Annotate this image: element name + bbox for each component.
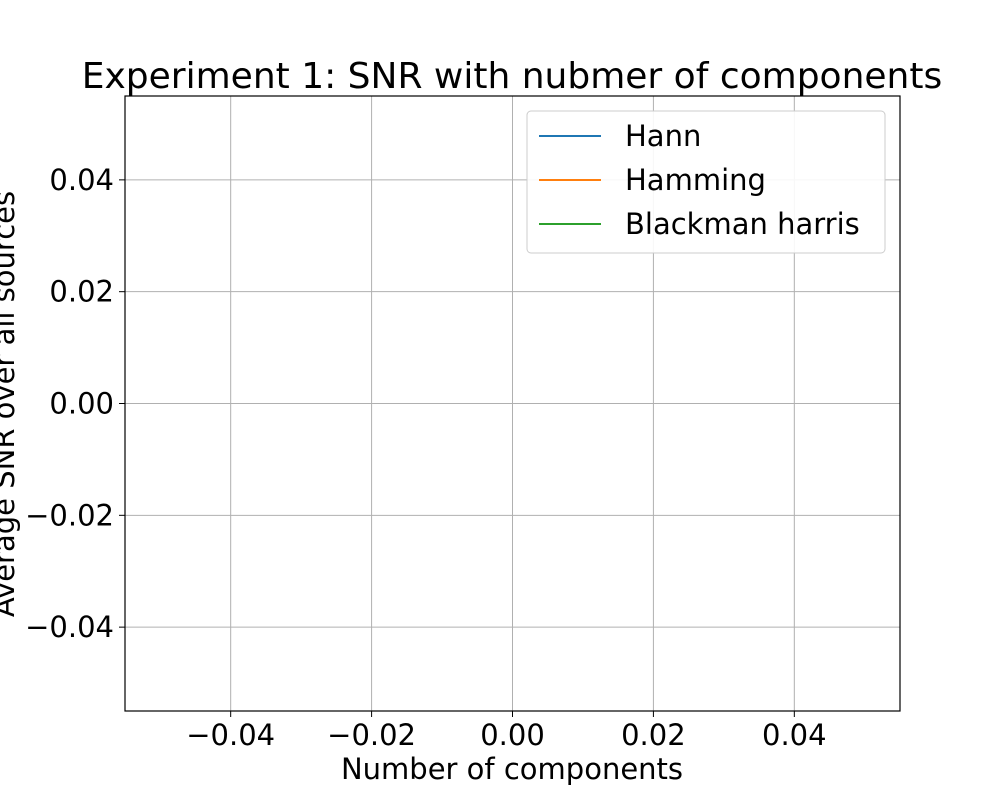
x-tick-label: 0.04 bbox=[762, 718, 827, 752]
legend-box bbox=[526, 110, 886, 254]
x-tick-label: −0.02 bbox=[327, 718, 416, 752]
y-tick-label: 0.04 bbox=[49, 163, 114, 197]
y-ticks: −0.04 −0.02 0.00 0.02 0.04 bbox=[25, 163, 125, 644]
x-tick-label: 0.00 bbox=[480, 718, 545, 752]
legend: Hann Hamming Blackman harris bbox=[526, 110, 886, 254]
y-tick-label: 0.00 bbox=[49, 387, 114, 421]
y-axis-label: Average SNR over all sources bbox=[0, 191, 21, 617]
x-ticks: −0.04 −0.02 0.00 0.02 0.04 bbox=[186, 711, 827, 752]
legend-label: Hann bbox=[625, 119, 701, 153]
x-tick-label: 0.02 bbox=[621, 718, 686, 752]
y-tick-label: −0.02 bbox=[25, 498, 114, 532]
x-tick-label: −0.04 bbox=[186, 718, 275, 752]
legend-label: Hamming bbox=[625, 163, 766, 197]
y-tick-label: 0.02 bbox=[49, 275, 114, 309]
x-axis-label: Number of components bbox=[341, 752, 683, 786]
legend-label: Blackman harris bbox=[625, 207, 860, 241]
chart-title: Experiment 1: SNR with nubmer of compone… bbox=[82, 56, 942, 97]
y-tick-label: −0.04 bbox=[25, 610, 114, 644]
